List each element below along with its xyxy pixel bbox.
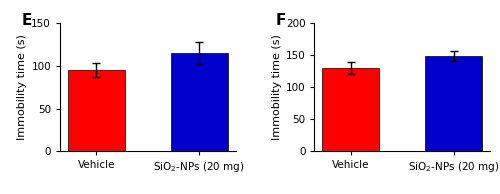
Y-axis label: Immobility time (s): Immobility time (s) xyxy=(272,34,281,140)
Text: F: F xyxy=(276,13,286,28)
Bar xyxy=(171,53,228,151)
Text: E: E xyxy=(22,13,32,28)
Bar xyxy=(426,56,482,151)
Bar xyxy=(322,68,379,151)
Y-axis label: Immobility time (s): Immobility time (s) xyxy=(17,34,27,140)
Bar xyxy=(68,70,124,151)
